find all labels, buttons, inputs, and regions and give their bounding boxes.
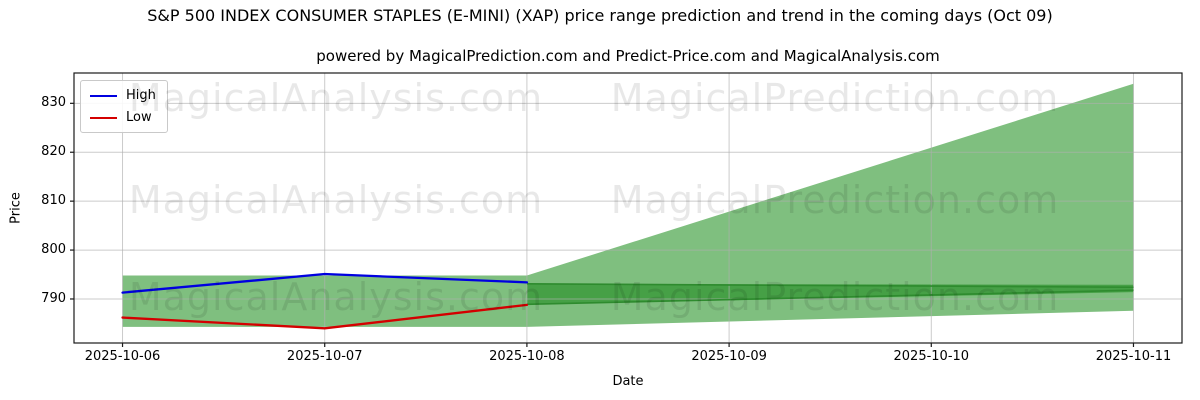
price-range-band — [122, 83, 1134, 327]
y-tick-label: 820 — [41, 144, 66, 160]
x-tick-label: 2025-10-06 — [84, 349, 161, 364]
x-tick-label: 2025-10-09 — [691, 349, 767, 364]
y-tick-label: 790 — [41, 290, 66, 306]
y-tick-label: 810 — [41, 193, 66, 209]
high-line-swatch — [90, 94, 117, 97]
chart-subtitle: powered by MagicalPrediction.com and Pre… — [316, 47, 940, 65]
high-line — [121, 272, 529, 294]
x-tick-label: 2025-10-10 — [893, 349, 970, 364]
chart-title: S&P 500 INDEX CONSUMER STAPLES (E-MINI) … — [147, 6, 1053, 25]
low-line-swatch — [90, 116, 117, 119]
plot-border — [73, 72, 1183, 344]
legend: High Low — [80, 80, 168, 133]
low-line — [121, 303, 529, 330]
legend-item-high: High — [90, 88, 156, 103]
legend-label-low: Low — [126, 110, 152, 125]
y-tick-label: 800 — [41, 242, 66, 258]
legend-label-high: High — [126, 88, 156, 103]
x-tick-label: 2025-10-11 — [1095, 349, 1172, 364]
y-tick-label: 830 — [41, 95, 66, 111]
x-axis-label: Date — [612, 374, 644, 389]
legend-item-low: Low — [90, 110, 156, 125]
forecast-high-line — [526, 283, 1134, 289]
forecast-low-line — [526, 289, 1134, 306]
x-tick-label: 2025-10-07 — [286, 349, 363, 364]
x-tick-label: 2025-10-08 — [489, 349, 565, 364]
